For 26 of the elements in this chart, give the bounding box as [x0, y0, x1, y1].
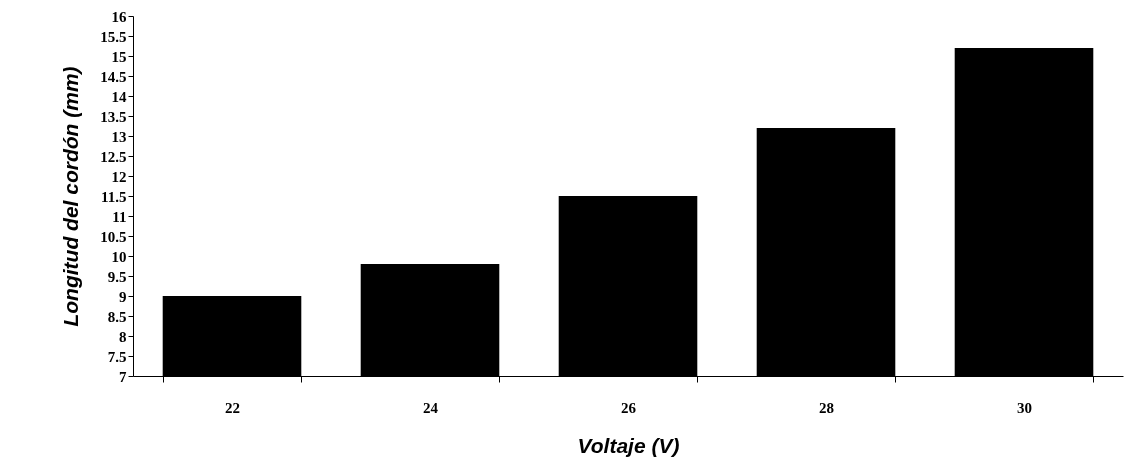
- y-tick-label: 14: [111, 88, 127, 105]
- y-tick-label: 10: [111, 248, 127, 265]
- y-tick-label: 7: [119, 368, 127, 385]
- x-tick-label: 22: [225, 399, 240, 416]
- x-tick-label: 30: [1017, 399, 1032, 416]
- y-tick-label: 13.5: [100, 108, 127, 125]
- y-tick-label: 11.5: [101, 188, 127, 205]
- y-tick-label: 9: [119, 288, 127, 305]
- y-tick-label: 14.5: [100, 68, 127, 85]
- x-tick-label: 26: [621, 399, 637, 416]
- x-tick-label: 24: [423, 399, 439, 416]
- y-tick-label: 15.5: [100, 28, 127, 45]
- y-tick-label: 12.5: [100, 148, 127, 165]
- y-tick-label: 8.5: [107, 308, 127, 325]
- y-tick-label: 7.5: [107, 348, 127, 365]
- y-tick-label: 12: [111, 168, 127, 185]
- y-tick-label: 9.5: [107, 268, 127, 285]
- y-tick-label: 13: [111, 128, 127, 145]
- y-tick-label: 11: [112, 208, 127, 225]
- x-tick-label: 28: [819, 399, 834, 416]
- y-axis-title: Longitud del cordón (mm): [59, 66, 83, 327]
- y-tick-label: 8: [119, 328, 127, 345]
- y-tick-label: 10.5: [100, 228, 127, 245]
- y-tick-label: 15: [111, 48, 127, 65]
- x-axis-title: Voltaje (V): [577, 433, 680, 457]
- y-tick-label: 16: [111, 8, 127, 25]
